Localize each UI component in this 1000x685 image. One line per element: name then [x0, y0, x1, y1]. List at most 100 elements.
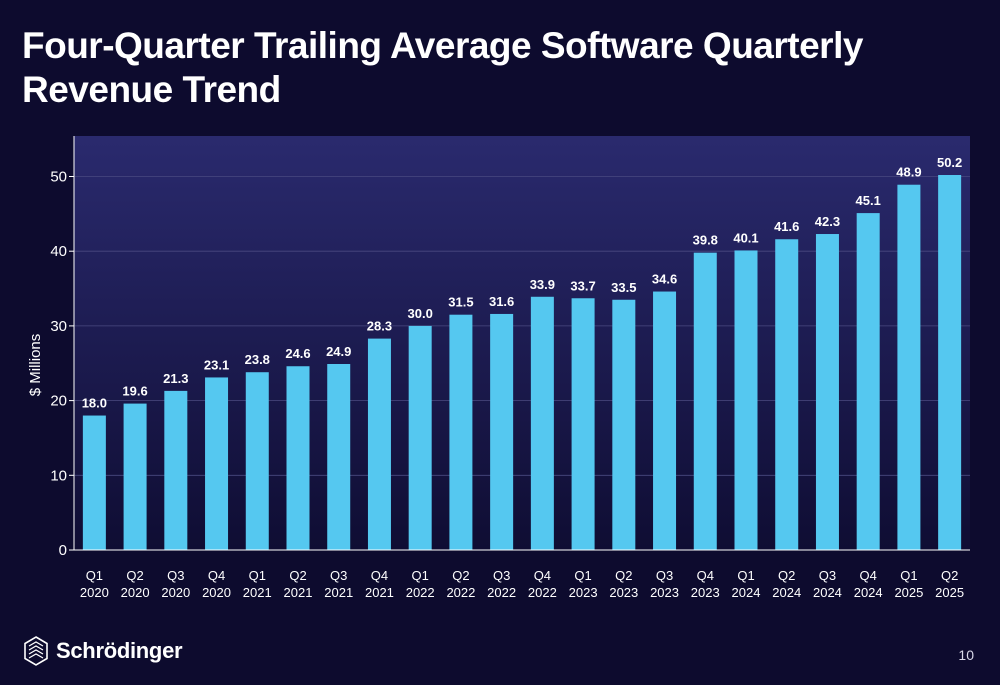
bar-value-label: 50.2 — [937, 155, 962, 170]
x-tick-label-year: 2024 — [813, 585, 842, 600]
bar-value-label: 33.5 — [611, 280, 636, 295]
x-tick-label-year: 2020 — [121, 585, 150, 600]
x-tick-label-year: 2024 — [772, 585, 801, 600]
x-tick-label-year: 2023 — [650, 585, 679, 600]
y-tick-label: 50 — [50, 169, 67, 186]
x-tick-label-quarter: Q1 — [737, 568, 754, 583]
bar — [897, 184, 921, 551]
y-tick-label: 40 — [50, 243, 67, 260]
bar-value-label: 28.3 — [367, 319, 392, 334]
bar-value-label: 23.1 — [204, 357, 229, 372]
x-tick-label-quarter: Q2 — [289, 568, 306, 583]
bar — [205, 377, 229, 550]
x-tick-label-quarter: Q3 — [493, 568, 510, 583]
schrodinger-logo-icon — [24, 636, 48, 666]
bar-value-label: 19.6 — [122, 384, 147, 399]
x-tick-label-quarter: Q2 — [941, 568, 958, 583]
x-tick-label-quarter: Q3 — [656, 568, 673, 583]
x-tick-label-quarter: Q3 — [167, 568, 184, 583]
bar-value-label: 23.8 — [245, 352, 270, 367]
x-tick-label-quarter: Q2 — [778, 568, 795, 583]
y-tick-label: 20 — [50, 393, 67, 410]
bar — [693, 252, 717, 550]
bar — [408, 325, 432, 550]
x-tick-label-year: 2021 — [365, 585, 394, 600]
x-tick-label-quarter: Q4 — [534, 568, 551, 583]
bar — [571, 298, 595, 550]
bar — [815, 234, 839, 551]
x-tick-label-year: 2023 — [691, 585, 720, 600]
page-title: Four-Quarter Trailing Average Software Q… — [22, 25, 863, 110]
x-tick-label-year: 2020 — [161, 585, 190, 600]
value-labels: 18.0 19.6 21.3 23.1 23.8 24.6 24.9 28.3 30.0 31.5… — [82, 155, 963, 411]
x-tick-label-quarter: Q3 — [819, 568, 836, 583]
bar-value-label: 31.6 — [489, 294, 514, 309]
x-tick-label-year: 2025 — [894, 585, 923, 600]
x-tick-label-year: 2022 — [406, 585, 435, 600]
x-tick-label-year: 2020 — [80, 585, 109, 600]
x-tick-label-year: 2021 — [284, 585, 313, 600]
x-tick-label-year: 2024 — [854, 585, 883, 600]
x-tick-label-quarter: Q4 — [208, 568, 225, 583]
bar-value-label: 31.5 — [448, 295, 473, 310]
x-tick-label-quarter: Q2 — [615, 568, 632, 583]
bar — [490, 313, 514, 550]
x-tick-label-quarter: Q2 — [452, 568, 469, 583]
bar — [164, 390, 188, 550]
x-axis: Q1 2020 Q2 2020 Q3 2020 Q4 2020 Q1 2021 Q2 2021 Q3 20… — [74, 549, 970, 600]
y-tick-label: 10 — [50, 467, 67, 484]
x-tick-label-year: 2024 — [732, 585, 761, 600]
x-tick-label-quarter: Q4 — [697, 568, 714, 583]
bar — [367, 338, 391, 550]
x-tick-label-quarter: Q1 — [249, 568, 266, 583]
bar-value-label: 42.3 — [815, 214, 840, 229]
bar — [245, 372, 269, 550]
bar-value-label: 18.0 — [82, 396, 107, 411]
x-tick-label-quarter: Q2 — [126, 568, 143, 583]
x-tick-label-year: 2021 — [243, 585, 272, 600]
x-tick-label-quarter: Q1 — [412, 568, 429, 583]
bar — [734, 250, 758, 550]
bar-value-label: 45.1 — [856, 193, 881, 208]
bar-value-label: 33.9 — [530, 277, 555, 292]
bar — [612, 299, 636, 550]
bar — [530, 296, 554, 550]
bar — [653, 291, 677, 550]
y-tick-label: 30 — [50, 318, 67, 335]
x-tick-label-quarter: Q1 — [86, 568, 103, 583]
x-tick-label-year: 2021 — [324, 585, 353, 600]
bar-value-label: 24.9 — [326, 344, 351, 359]
x-tick-label-quarter: Q1 — [574, 568, 591, 583]
x-tick-label-year: 2022 — [487, 585, 516, 600]
x-tick-label-year: 2023 — [609, 585, 638, 600]
x-tick-label-quarter: Q3 — [330, 568, 347, 583]
x-tick-label-year: 2023 — [569, 585, 598, 600]
bar-value-label: 21.3 — [163, 371, 188, 386]
bar-value-label: 34.6 — [652, 272, 677, 287]
y-axis-label: $ Millions — [27, 334, 44, 397]
y-axis: 0 10 20 30 40 50 — [50, 136, 75, 559]
x-tick-label-quarter: Q4 — [860, 568, 877, 583]
bars — [82, 175, 962, 551]
x-tick-label-quarter: Q1 — [900, 568, 917, 583]
x-tick-label-year: 2025 — [935, 585, 964, 600]
bar-value-label: 33.7 — [570, 278, 595, 293]
bar-value-label: 41.6 — [774, 219, 799, 234]
bar — [327, 363, 351, 550]
bar-value-label: 39.8 — [693, 233, 718, 248]
bar — [938, 175, 962, 551]
x-tick-label-year: 2022 — [446, 585, 475, 600]
bar-value-label: 30.0 — [408, 306, 433, 321]
bar — [123, 403, 147, 550]
logo-text: Schrödinger — [56, 638, 183, 663]
bar — [449, 314, 473, 550]
bar — [82, 415, 106, 550]
bar — [856, 213, 880, 550]
x-tick-label-quarter: Q4 — [371, 568, 388, 583]
x-tick-label-year: 2022 — [528, 585, 557, 600]
bar-value-label: 24.6 — [285, 346, 310, 361]
y-tick-label: 0 — [59, 542, 67, 559]
bar-value-label: 40.1 — [733, 230, 758, 245]
page-number: 10 — [958, 647, 974, 663]
